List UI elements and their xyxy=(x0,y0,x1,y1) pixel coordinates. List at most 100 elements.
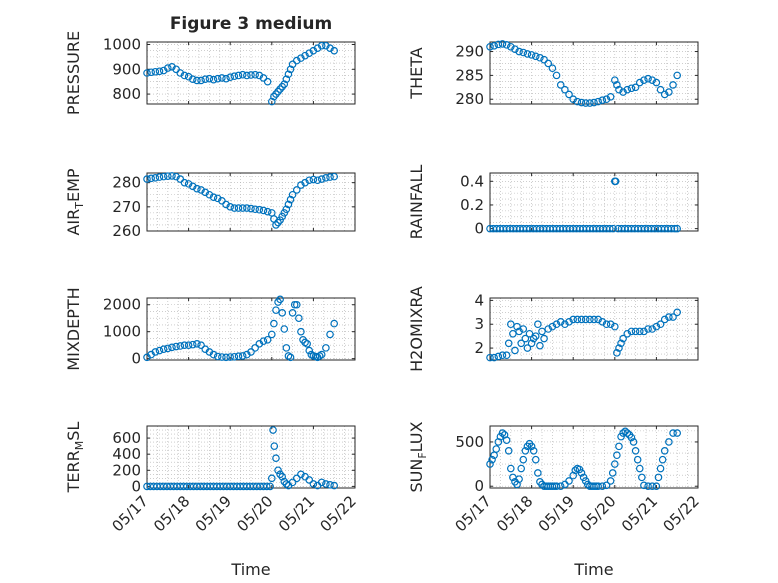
data-point xyxy=(286,353,295,362)
data-point xyxy=(305,346,314,355)
data-point xyxy=(330,481,339,490)
data-point xyxy=(627,433,636,442)
data-point xyxy=(188,182,197,191)
data-point xyxy=(586,315,594,324)
series-mixdepth xyxy=(143,295,339,362)
data-point xyxy=(234,352,243,361)
y-axis-label-mixdepth: MIXDEPTH xyxy=(64,287,83,370)
y-axis-label-theta: THETA xyxy=(407,47,426,99)
data-point xyxy=(623,329,632,338)
data-point xyxy=(673,71,682,80)
data-point xyxy=(656,85,665,94)
data-point xyxy=(627,327,636,336)
data-point xyxy=(615,344,623,352)
data-point xyxy=(511,346,519,355)
data-point xyxy=(669,81,677,89)
data-point xyxy=(517,464,526,473)
data-point xyxy=(665,438,673,446)
data-point xyxy=(548,322,557,331)
y-tick-label: 290 xyxy=(455,43,484,61)
data-point xyxy=(548,482,557,491)
data-point xyxy=(159,172,168,181)
data-point xyxy=(267,97,276,106)
data-point xyxy=(205,74,214,83)
data-point xyxy=(527,442,536,451)
data-point xyxy=(656,464,665,473)
data-point xyxy=(176,342,185,350)
data-point xyxy=(164,172,172,180)
data-point xyxy=(669,313,677,321)
data-point xyxy=(292,186,301,194)
y-tick-label: 3 xyxy=(474,315,484,333)
data-point xyxy=(594,482,602,491)
data-point xyxy=(322,480,330,488)
data-point xyxy=(517,339,526,348)
data-point xyxy=(151,174,160,182)
data-point xyxy=(594,315,602,324)
data-point xyxy=(544,325,553,333)
data-point xyxy=(330,172,339,181)
data-point xyxy=(218,353,226,361)
data-point xyxy=(251,344,259,352)
data-point xyxy=(292,474,301,483)
data-point xyxy=(326,44,334,53)
data-point xyxy=(523,50,532,58)
y-axis-label-pressure: PRESSURE xyxy=(64,31,83,115)
data-point xyxy=(317,175,326,183)
y-tick-label: 0.2 xyxy=(460,196,484,214)
data-point xyxy=(494,40,503,49)
subplot-h2omixra: 2 3 4 H2OMIXRA xyxy=(407,286,699,372)
data-point xyxy=(606,224,614,233)
y-tick-label: 4 xyxy=(474,291,484,309)
data-point xyxy=(230,352,239,361)
data-point xyxy=(172,65,180,74)
y-tick-label: 260 xyxy=(112,222,141,240)
y-axis-label-h2omixra: H2OMIXRA xyxy=(407,286,426,372)
data-point xyxy=(274,218,282,227)
data-point xyxy=(317,478,326,487)
data-point xyxy=(201,75,210,84)
series-h2omixra xyxy=(486,308,682,362)
data-point xyxy=(548,64,557,73)
data-point xyxy=(222,353,230,362)
series-sun-flux xyxy=(486,427,682,491)
data-point xyxy=(631,446,640,455)
data-point xyxy=(282,344,291,352)
data-point xyxy=(247,71,255,79)
data-point xyxy=(151,67,160,76)
data-point xyxy=(586,99,594,107)
data-point xyxy=(640,481,648,490)
data-point xyxy=(151,348,160,356)
data-point xyxy=(193,76,201,85)
data-point xyxy=(602,481,611,490)
data-point xyxy=(577,98,586,107)
data-point xyxy=(309,480,318,488)
data-point xyxy=(267,474,276,483)
data-point xyxy=(269,426,277,434)
data-point xyxy=(515,47,523,56)
data-point xyxy=(278,472,287,481)
data-point xyxy=(504,446,513,455)
data-point xyxy=(492,445,501,453)
data-point xyxy=(640,76,648,84)
data-point xyxy=(573,315,582,324)
data-point xyxy=(565,477,573,485)
data-point xyxy=(617,339,625,348)
data-point xyxy=(609,224,617,233)
data-point xyxy=(147,174,155,183)
data-point xyxy=(498,429,507,437)
data-point xyxy=(627,84,636,93)
data-point xyxy=(147,68,155,77)
data-point xyxy=(502,351,511,360)
x-axis-label-right: Time xyxy=(573,560,613,579)
data-point xyxy=(623,85,632,94)
series-theta xyxy=(486,40,682,107)
data-point xyxy=(509,329,517,338)
data-point xyxy=(184,341,193,349)
data-point xyxy=(282,205,291,214)
y-tick-label: 200 xyxy=(112,461,141,479)
data-point xyxy=(648,325,657,333)
data-point xyxy=(213,74,222,83)
data-point xyxy=(569,315,578,324)
